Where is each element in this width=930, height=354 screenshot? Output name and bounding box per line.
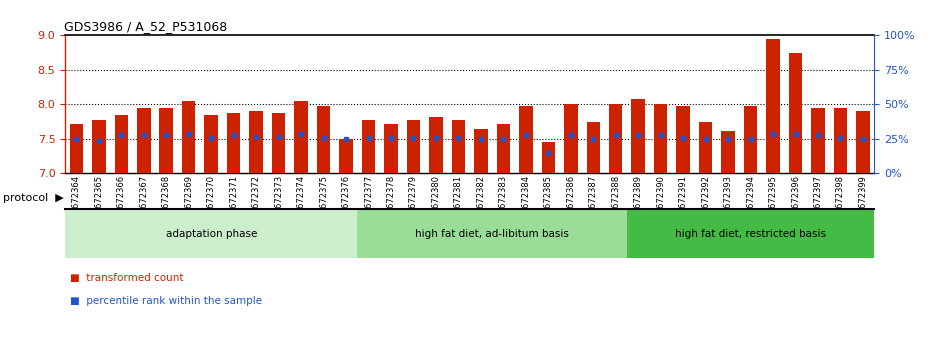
Bar [609, 104, 622, 173]
Bar [627, 209, 874, 258]
Bar [631, 99, 644, 173]
Text: GDS3986 / A_52_P531068: GDS3986 / A_52_P531068 [64, 20, 228, 33]
Bar [357, 209, 627, 258]
Bar [833, 108, 847, 173]
Bar [766, 39, 779, 173]
Bar [317, 106, 330, 173]
Bar [811, 108, 825, 173]
Bar [654, 104, 668, 173]
Bar [564, 104, 578, 173]
Bar [384, 124, 398, 173]
Text: ■  transformed count: ■ transformed count [70, 273, 183, 282]
Bar [294, 101, 308, 173]
Bar [452, 120, 465, 173]
Bar [474, 129, 487, 173]
Text: high fat diet, restricted basis: high fat diet, restricted basis [675, 229, 826, 239]
Bar [205, 115, 218, 173]
Bar [339, 139, 352, 173]
Bar [676, 106, 690, 173]
Bar [587, 122, 600, 173]
Bar [159, 108, 173, 173]
Bar [722, 131, 735, 173]
Bar [406, 120, 420, 173]
Bar [519, 106, 533, 173]
Bar [249, 111, 263, 173]
Bar [272, 113, 286, 173]
Bar [227, 113, 240, 173]
Bar [114, 115, 128, 173]
Bar [182, 101, 195, 173]
Bar [497, 124, 510, 173]
Bar [789, 53, 803, 173]
Bar [92, 120, 105, 173]
Text: high fat diet, ad-libitum basis: high fat diet, ad-libitum basis [415, 229, 569, 239]
Text: adaptation phase: adaptation phase [166, 229, 257, 239]
Bar [362, 120, 375, 173]
Text: protocol  ▶: protocol ▶ [4, 193, 64, 203]
Bar [65, 209, 357, 258]
Bar [70, 124, 83, 173]
Bar [857, 111, 870, 173]
Text: ■  percentile rank within the sample: ■ percentile rank within the sample [70, 296, 262, 306]
Bar [429, 117, 443, 173]
Bar [744, 106, 757, 173]
Bar [698, 122, 712, 173]
Bar [137, 108, 151, 173]
Bar [541, 142, 555, 173]
